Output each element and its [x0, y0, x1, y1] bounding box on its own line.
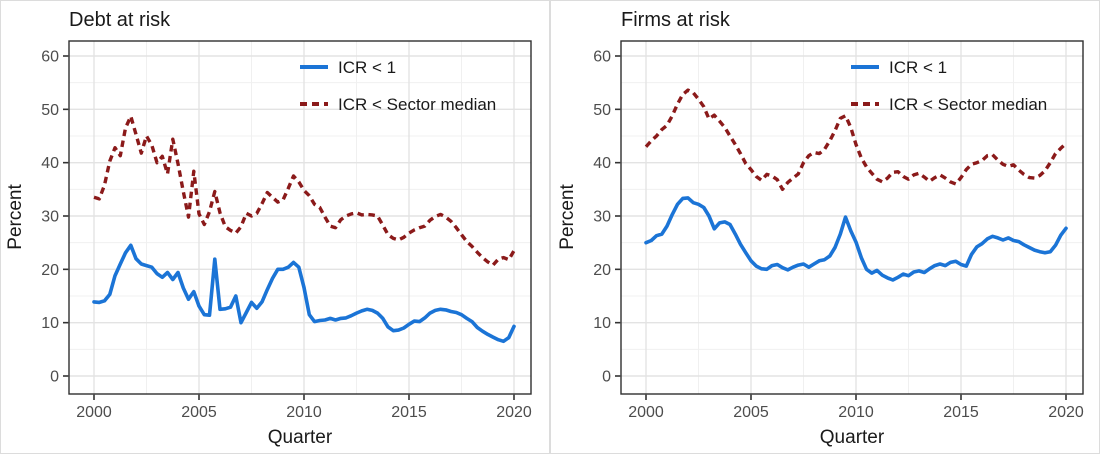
series-line-icr-lt-1: [644, 196, 1068, 282]
y-tick-label: 30: [41, 209, 59, 226]
legend-label-icr-lt-sector-median: ICR < Sector median: [338, 95, 496, 114]
y-tick-label: 20: [593, 262, 611, 279]
series-lines: [644, 88, 1068, 282]
legend-label-icr-lt-1: ICR < 1: [338, 58, 396, 77]
panel-firms-at-risk: 2000 2005 2010 2015 2020 0 10 20 30 40 50 60 Firms …: [550, 0, 1100, 454]
panel-title: Firms at risk: [621, 9, 731, 31]
x-tick-label: 2015: [391, 404, 427, 421]
y-tick-label: 0: [50, 369, 59, 386]
x-tick-label: 2010: [286, 404, 322, 421]
y-tick-label: 40: [41, 155, 59, 172]
y-tick-label: 0: [602, 369, 611, 386]
gridlines: [621, 41, 1083, 394]
panel-debt-at-risk: 2000 2005 2010 2015 2020 0 10 20 30 40 50 60 Debt a…: [0, 0, 550, 454]
y-axis-label: Percent: [5, 184, 26, 250]
axis-ticks: 2000 2005 2010 2015 2020 0 10 20 30 40 50 60: [593, 49, 1084, 422]
gridlines: [69, 41, 531, 394]
y-tick-label: 50: [593, 102, 611, 119]
x-tick-label: 2020: [1048, 404, 1084, 421]
chart-firms-at-risk: 2000 2005 2010 2015 2020 0 10 20 30 40 50 60 Firms …: [557, 9, 1084, 448]
x-tick-label: 2000: [76, 404, 112, 421]
axis-ticks: 2000 2005 2010 2015 2020 0 10 20 30 40 50 60: [41, 49, 532, 422]
series-lines: [92, 114, 516, 344]
y-tick-label: 50: [41, 102, 59, 119]
y-tick-label: 10: [41, 315, 59, 332]
x-tick-label: 2000: [628, 404, 664, 421]
plot-border: [68, 40, 532, 395]
y-tick-label: 20: [41, 262, 59, 279]
legend: ICR < 1 ICR < Sector median: [300, 58, 496, 114]
y-tick-label: 40: [593, 155, 611, 172]
x-axis-label: Quarter: [268, 427, 333, 448]
chart-debt-at-risk: 2000 2005 2010 2015 2020 0 10 20 30 40 50 60 Debt a…: [5, 9, 532, 448]
x-tick-label: 2010: [838, 404, 874, 421]
x-axis-label: Quarter: [820, 427, 885, 448]
plot-border: [620, 40, 1084, 395]
series-line-icr-lt-sector-median: [644, 88, 1068, 191]
y-tick-label: 10: [593, 315, 611, 332]
panel-title: Debt at risk: [69, 9, 171, 31]
y-tick-label: 60: [593, 49, 611, 66]
x-tick-label: 2020: [496, 404, 532, 421]
legend: ICR < 1 ICR < Sector median: [851, 58, 1047, 114]
legend-label-icr-lt-sector-median: ICR < Sector median: [889, 95, 1047, 114]
series-line-icr-lt-1: [92, 243, 516, 344]
x-tick-label: 2005: [733, 404, 769, 421]
legend-label-icr-lt-1: ICR < 1: [889, 58, 947, 77]
x-tick-label: 2015: [943, 404, 979, 421]
y-axis-label: Percent: [557, 184, 578, 250]
x-tick-label: 2005: [181, 404, 217, 421]
y-tick-label: 60: [41, 49, 59, 66]
y-tick-label: 30: [593, 209, 611, 226]
